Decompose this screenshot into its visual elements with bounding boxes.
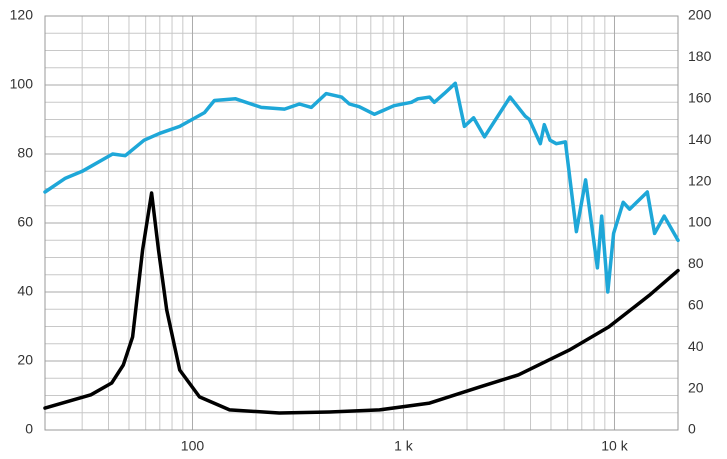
y-tick-label: 40 bbox=[17, 283, 33, 299]
series-line bbox=[43, 191, 680, 415]
y2-tick-label: 0 bbox=[688, 421, 696, 437]
x-tick-label: 1 k bbox=[394, 438, 414, 454]
y2-tick-label: 200 bbox=[688, 7, 712, 23]
y-tick-label: 80 bbox=[17, 145, 33, 161]
y2-tick-label: 80 bbox=[688, 255, 704, 271]
x-tick-label: 100 bbox=[181, 438, 205, 454]
y2-tick-label: 180 bbox=[688, 48, 712, 64]
y-tick-label: 20 bbox=[17, 352, 33, 368]
y2-tick-label: 20 bbox=[688, 379, 704, 395]
y2-tick-label: 120 bbox=[688, 172, 712, 188]
y-tick-label: 100 bbox=[10, 76, 34, 92]
y-tick-label: 60 bbox=[17, 214, 33, 230]
y2-tick-label: 160 bbox=[688, 90, 712, 106]
plot-frame bbox=[44, 15, 679, 431]
y-tick-label: 0 bbox=[25, 421, 33, 437]
x-tick-label: 10 k bbox=[601, 438, 628, 454]
y-tick-label: 120 bbox=[10, 7, 34, 23]
y2-tick-label: 40 bbox=[688, 338, 704, 354]
y2-tick-label: 60 bbox=[688, 297, 704, 313]
y2-tick-label: 100 bbox=[688, 214, 712, 230]
y2-tick-label: 140 bbox=[688, 131, 712, 147]
series-line bbox=[43, 81, 680, 294]
